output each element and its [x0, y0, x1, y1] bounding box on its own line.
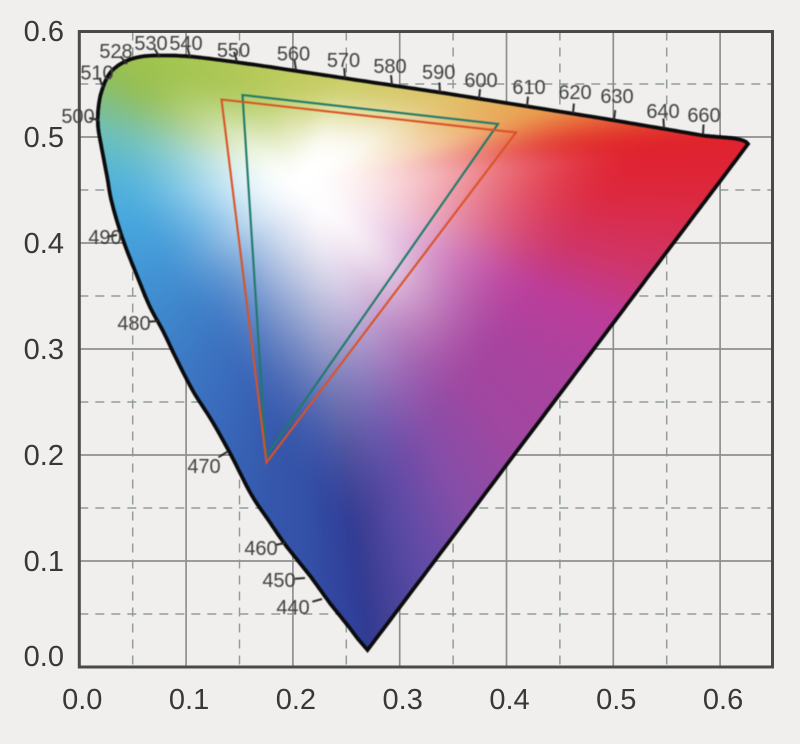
- svg-text:640: 640: [646, 101, 679, 123]
- svg-text:450: 450: [262, 570, 295, 592]
- svg-text:580: 580: [373, 56, 406, 78]
- svg-text:630: 630: [600, 86, 633, 108]
- svg-text:500: 500: [61, 106, 94, 128]
- svg-text:600: 600: [464, 70, 497, 92]
- svg-text:440: 440: [276, 597, 309, 619]
- svg-text:660: 660: [687, 105, 720, 127]
- svg-text:530: 530: [134, 33, 167, 55]
- svg-text:550: 550: [217, 40, 250, 62]
- svg-text:460: 460: [244, 538, 277, 560]
- svg-text:490: 490: [88, 227, 121, 249]
- svg-text:620: 620: [558, 82, 591, 104]
- svg-text:528: 528: [99, 41, 132, 63]
- svg-text:540: 540: [169, 33, 202, 55]
- svg-text:510: 510: [80, 63, 113, 85]
- svg-text:610: 610: [512, 77, 545, 99]
- svg-text:570: 570: [327, 50, 360, 72]
- svg-text:470: 470: [187, 456, 220, 478]
- svg-text:590: 590: [422, 62, 455, 84]
- svg-text:480: 480: [117, 313, 150, 335]
- svg-text:560: 560: [277, 44, 310, 66]
